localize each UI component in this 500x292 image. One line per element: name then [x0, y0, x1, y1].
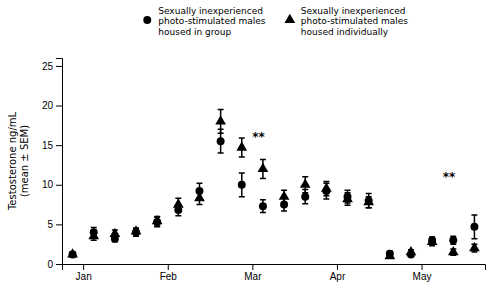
- point: [152, 215, 163, 224]
- point: [470, 223, 478, 231]
- point: [236, 141, 247, 150]
- series: [67, 110, 480, 260]
- y-tick: 5: [47, 219, 62, 230]
- annotation: **: [443, 170, 456, 184]
- marks: [67, 110, 480, 260]
- y-tick: 20: [42, 100, 62, 111]
- x-axis-line: [63, 265, 486, 271]
- x-tick-label: Mar: [244, 271, 262, 282]
- point: [469, 242, 480, 251]
- y-tick: 0: [47, 259, 62, 270]
- plot: Jan Feb Mar Apr May 0 5 10 15 20 25 ** **: [42, 59, 486, 283]
- legend-item: Sexually inexperiencedphoto-stimulated m…: [143, 6, 266, 37]
- chart: Jan Feb Mar Apr May 0 5 10 15 20 25 ** ** Testosteron…: [0, 0, 500, 292]
- point: [448, 246, 459, 255]
- point: [384, 250, 395, 259]
- y-tick-mark: [56, 224, 62, 225]
- error-bar: [471, 215, 477, 239]
- point: [238, 181, 246, 189]
- point: [300, 179, 311, 188]
- y-axis-line: [56, 59, 63, 265]
- x-tick: Jan: [76, 264, 92, 282]
- y-tick-label: 10: [42, 179, 54, 190]
- point: [321, 183, 332, 192]
- point: [67, 248, 78, 257]
- x-tick: Apr: [330, 264, 346, 282]
- x-tick: May: [413, 264, 432, 282]
- point: [279, 190, 290, 199]
- x-tick-label: Apr: [330, 271, 346, 282]
- x-axis: Jan Feb Mar Apr May: [63, 264, 486, 282]
- y-tick-label: 25: [42, 61, 54, 72]
- point: [406, 246, 417, 255]
- point: [110, 228, 121, 237]
- point: [427, 236, 438, 245]
- y-tick-label: 15: [42, 140, 54, 151]
- point: [194, 192, 205, 201]
- error-bar: [239, 173, 245, 197]
- legend-label: Sexually inexperiencedphoto-stimulated m…: [158, 6, 266, 37]
- x-tick-label: May: [413, 271, 432, 282]
- point: [215, 115, 226, 124]
- y-tick-mark: [56, 264, 62, 265]
- series: [69, 129, 479, 258]
- legend-symbol: [284, 14, 295, 23]
- y-tick-mark: [56, 145, 62, 146]
- x-tick-label: Feb: [160, 271, 178, 282]
- y-tick-mark: [56, 106, 62, 107]
- y-tick: 25: [42, 61, 62, 72]
- point: [88, 230, 99, 239]
- y-tick-label: 5: [47, 219, 53, 230]
- y-tick-mark: [56, 66, 62, 67]
- x-tick-mark: [252, 264, 253, 270]
- annotation: **: [252, 130, 265, 144]
- y-axis-title: Testosterone ng/mL(mean ± SEM): [7, 112, 30, 212]
- legend-symbol: [143, 16, 151, 24]
- point: [259, 202, 267, 210]
- legend-label: Sexually inexperiencedphoto-stimulated m…: [301, 6, 409, 37]
- point: [342, 193, 353, 202]
- y-tick-label: 0: [47, 259, 53, 270]
- x-tick-mark: [83, 264, 84, 270]
- error-bar: [260, 200, 266, 213]
- legend-item: Sexually inexperiencedphoto-stimulated m…: [284, 6, 408, 37]
- x-tick-mark: [337, 264, 338, 270]
- point: [258, 163, 269, 172]
- x-tick: Feb: [160, 264, 178, 282]
- error-bar: [450, 236, 456, 244]
- point: [363, 196, 374, 205]
- point: [217, 137, 225, 145]
- x-tick-mark: [422, 264, 423, 270]
- point: [131, 225, 142, 234]
- point: [173, 198, 184, 207]
- point: [449, 236, 457, 244]
- x-tick-label: Jan: [76, 271, 92, 282]
- y-tick-label: 20: [42, 100, 54, 111]
- point: [301, 193, 309, 201]
- y-tick: 10: [42, 179, 62, 190]
- x-tick: Mar: [244, 264, 262, 282]
- y-axis: 0 5 10 15 20 25: [42, 59, 63, 270]
- y-tick-mark: [56, 185, 62, 186]
- legend: Sexually inexperiencedphoto-stimulated m…: [143, 6, 408, 37]
- y-tick: 15: [42, 140, 62, 151]
- x-tick-mark: [168, 264, 169, 270]
